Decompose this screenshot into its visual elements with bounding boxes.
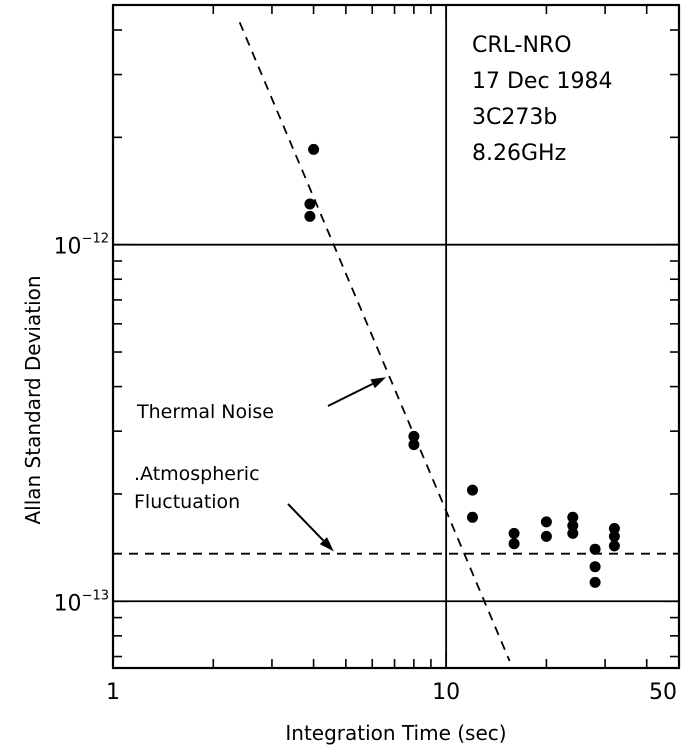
data-point — [608, 530, 620, 542]
info-line: 3C273b — [472, 105, 557, 130]
x-axis-label: Integration Time (sec) — [285, 721, 506, 745]
data-point — [567, 511, 579, 523]
info-line: 8.26GHz — [472, 141, 566, 166]
data-point — [567, 527, 579, 539]
data-point — [508, 538, 520, 550]
plot-frame — [111, 3, 681, 670]
reference-lines — [113, 22, 679, 662]
annotations: Thermal Noise .Atmospheric Fluctuation — [134, 377, 386, 552]
data-point — [589, 561, 601, 573]
x-tick-label: 50 — [649, 680, 677, 705]
data-point — [589, 576, 601, 588]
data-point — [540, 516, 552, 528]
info-line: CRL-NRO — [472, 33, 572, 58]
y-axis-label: Allan Standard Deviation — [21, 275, 45, 524]
annotation-label: Fluctuation — [134, 491, 240, 513]
annotation-label: .Atmospheric — [134, 463, 260, 485]
data-point — [608, 523, 620, 534]
annotation-arrowhead — [370, 377, 386, 389]
axis-ticks — [113, 5, 679, 668]
data-point — [567, 520, 579, 532]
data-point — [540, 530, 552, 542]
x-tick-label: 1 — [106, 680, 120, 705]
annotation-label: Thermal Noise — [136, 401, 274, 423]
y-tick-label: 10−12 — [54, 232, 109, 260]
x-tick-label: 10 — [432, 680, 460, 705]
y-tick-label: 10−13 — [54, 588, 109, 616]
info-box: CRL-NRO 17 Dec 1984 3C273b 8.26GHz — [472, 33, 613, 166]
data-point — [608, 540, 620, 552]
annotation-arrow-line — [287, 503, 325, 542]
data-point — [308, 143, 320, 155]
data-points — [304, 143, 620, 588]
dashed-line-thermal-noise — [238, 22, 511, 662]
data-point — [508, 527, 520, 539]
data-point — [304, 198, 316, 210]
tick-labels: 1 10 50 10−12 10−13 — [54, 232, 677, 705]
grid-lines — [113, 5, 679, 668]
data-point — [304, 210, 316, 222]
annotation-arrow-line — [327, 382, 374, 407]
data-point — [408, 439, 420, 451]
info-line: 17 Dec 1984 — [472, 69, 613, 94]
data-point — [467, 484, 478, 496]
annotation-arrowhead — [319, 537, 334, 552]
data-point — [589, 543, 601, 555]
data-point — [408, 430, 420, 442]
data-point — [467, 511, 478, 523]
